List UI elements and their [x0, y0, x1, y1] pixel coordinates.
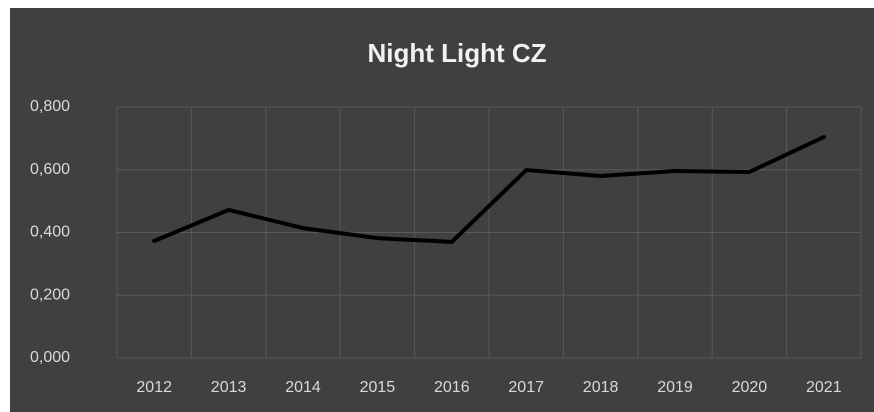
y-tick-label: 0,000	[30, 349, 70, 366]
y-tick-label: 0,200	[30, 286, 70, 303]
x-tick-label: 2018	[583, 379, 619, 396]
x-tick-label: 2019	[657, 379, 693, 396]
x-tick-label: 2014	[285, 379, 321, 396]
chart-title: Night Light CZ	[367, 38, 546, 68]
y-tick-label: 0,600	[30, 161, 70, 178]
x-tick-label: 2013	[211, 379, 247, 396]
y-tick-label: 0,800	[30, 98, 70, 115]
x-tick-label: 2012	[136, 379, 172, 396]
x-tick-label: 2017	[508, 379, 544, 396]
x-tick-label: 2021	[806, 379, 842, 396]
y-tick-label: 0,400	[30, 224, 70, 241]
x-tick-label: 2015	[360, 379, 396, 396]
chart-background	[10, 8, 874, 412]
line-series	[152, 135, 826, 244]
x-tick-label: 2016	[434, 379, 470, 396]
x-tick-label: 2020	[732, 379, 768, 396]
